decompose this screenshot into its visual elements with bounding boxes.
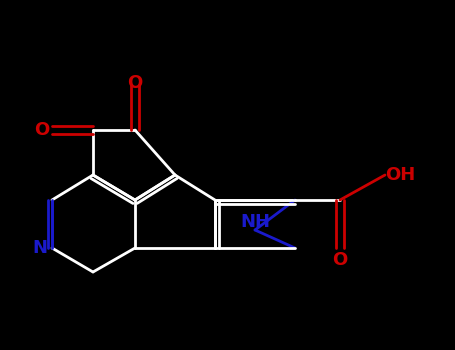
Text: O: O: [332, 251, 348, 269]
Text: O: O: [127, 74, 142, 92]
Text: NH: NH: [240, 213, 270, 231]
Text: O: O: [35, 121, 50, 139]
Text: OH: OH: [385, 166, 415, 184]
Text: N: N: [32, 239, 47, 257]
